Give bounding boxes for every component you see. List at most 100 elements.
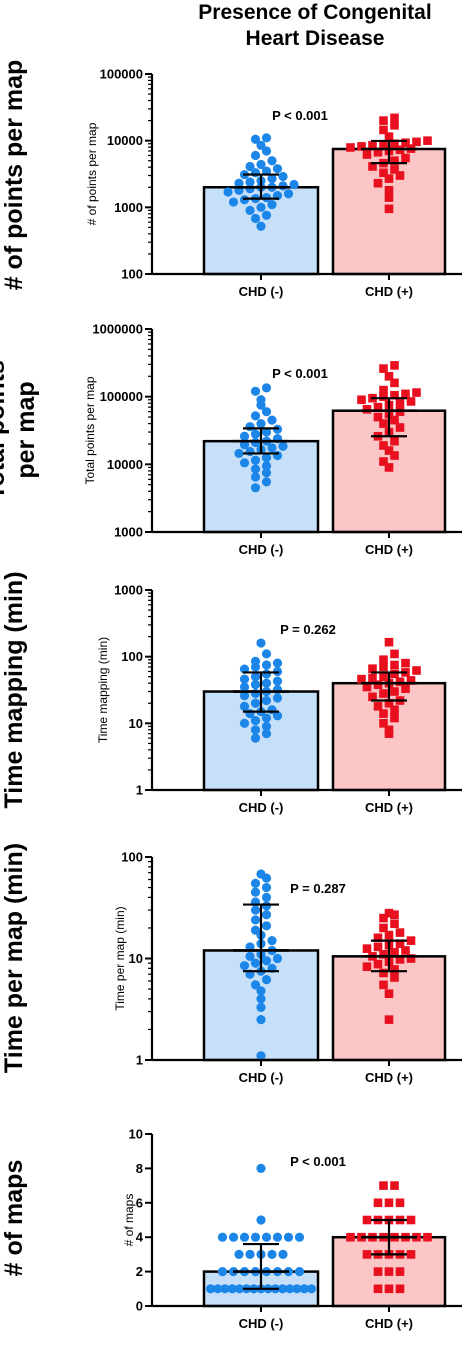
data-point-chd-neg	[250, 680, 261, 690]
data-point-chd-neg	[239, 718, 250, 728]
data-point-chd-pos	[423, 136, 432, 145]
data-point-chd-pos	[390, 910, 399, 920]
data-point-chd-neg	[250, 662, 261, 672]
y-tick-label: 100	[121, 649, 143, 664]
data-point-chd-neg	[213, 1284, 223, 1294]
data-point-chd-neg	[227, 1284, 237, 1294]
data-point-chd-pos	[362, 1250, 372, 1259]
data-point-chd-pos	[406, 1250, 416, 1259]
data-point-chd-pos	[384, 729, 394, 738]
data-point-chd-neg	[250, 958, 261, 968]
row-label: # of points per map	[0, 60, 28, 291]
data-point-chd-neg	[294, 1267, 305, 1277]
data-point-chd-pos	[390, 705, 399, 715]
data-point-chd-pos	[373, 178, 383, 188]
data-point-chd-neg	[272, 685, 283, 695]
data-point-chd-neg	[261, 453, 272, 463]
x-tick-label: CHD (-)	[239, 1070, 284, 1085]
data-point-chd-neg	[272, 676, 283, 686]
error-bar	[233, 1242, 289, 1290]
data-point-chd-neg	[278, 181, 288, 191]
data-point-chd-neg	[272, 693, 283, 703]
y-tick-label: 2	[136, 1264, 143, 1279]
data-point-chd-neg	[261, 146, 272, 156]
data-point-chd-neg	[261, 1232, 272, 1242]
data-point-chd-pos	[390, 669, 399, 679]
data-point-chd-pos	[401, 138, 410, 148]
data-point-chd-neg	[256, 400, 266, 410]
data-point-chd-pos	[379, 364, 388, 373]
data-point-chd-neg	[261, 210, 272, 220]
data-point-chd-neg	[250, 464, 261, 474]
y-tick-label: 6	[136, 1195, 143, 1210]
data-point-chd-pos	[373, 1198, 383, 1208]
data-point-chd-neg	[228, 197, 239, 207]
data-point-chd-neg	[245, 205, 255, 215]
data-point-chd-neg	[234, 178, 244, 188]
data-point-chd-neg	[272, 1232, 283, 1242]
data-point-chd-pos	[390, 156, 399, 166]
data-point-chd-pos	[390, 687, 399, 696]
data-point-chd-pos	[373, 1267, 383, 1276]
data-point-chd-pos	[390, 121, 399, 130]
data-point-chd-pos	[379, 140, 388, 149]
data-point-chd-pos	[395, 398, 405, 408]
data-point-chd-neg	[272, 711, 283, 721]
data-point-chd-neg	[261, 133, 272, 143]
data-point-chd-neg	[250, 698, 261, 708]
data-point-chd-pos	[390, 973, 399, 982]
data-point-chd-neg	[256, 1163, 266, 1173]
data-point-chd-neg	[250, 878, 261, 888]
data-point-chd-pos	[390, 649, 399, 659]
panel-5: # of maps # of maps 0 2 4 6 8 10 CHD (-) CHD (+) P…	[0, 1127, 462, 1331]
data-point-chd-neg	[261, 873, 272, 883]
y-tick-label: 0	[136, 1299, 143, 1314]
data-point-chd-neg	[250, 725, 261, 735]
data-point-chd-neg	[250, 455, 261, 465]
data-point-chd-pos	[379, 655, 388, 665]
data-point-chd-neg	[261, 678, 272, 688]
data-point-chd-pos	[390, 415, 399, 425]
y-axis-label: # of points per map	[85, 122, 99, 225]
data-point-chd-pos	[395, 1267, 405, 1276]
data-point-chd-neg	[250, 887, 261, 897]
data-point-chd-pos	[384, 908, 394, 918]
data-point-chd-neg	[261, 956, 272, 966]
data-point-chd-neg	[239, 458, 250, 468]
data-point-chd-pos	[384, 204, 394, 214]
data-point-chd-pos	[406, 936, 416, 945]
data-point-chd-pos	[406, 954, 416, 963]
error-bar	[361, 1218, 417, 1256]
data-point-chd-neg	[261, 383, 272, 393]
y-axis-label: Total points per map	[83, 376, 97, 484]
data-point-chd-pos	[362, 405, 372, 414]
y-tick-label: 1	[136, 1053, 143, 1068]
data-point-chd-pos	[384, 371, 394, 381]
data-point-chd-pos	[373, 402, 383, 412]
data-point-chd-pos	[384, 930, 394, 940]
x-tick-label: CHD (-)	[239, 542, 284, 557]
data-point-chd-pos	[379, 441, 388, 450]
data-point-chd-neg	[256, 1015, 266, 1025]
data-point-chd-neg	[223, 187, 233, 197]
data-point-chd-pos	[357, 395, 366, 405]
data-point-chd-neg	[267, 173, 277, 184]
data-point-chd-pos	[390, 113, 399, 123]
data-point-chd-pos	[373, 942, 383, 952]
data-point-chd-pos	[346, 143, 355, 152]
y-tick-label: 10000	[107, 133, 143, 148]
data-point-chd-pos	[395, 171, 405, 180]
data-point-chd-neg	[250, 386, 261, 396]
data-point-chd-neg	[239, 961, 250, 971]
data-point-chd-neg	[272, 164, 283, 174]
data-point-chd-neg	[217, 1232, 228, 1242]
y-tick-label: 1000	[114, 583, 143, 598]
data-point-chd-neg	[256, 1002, 266, 1012]
data-point-chd-neg	[272, 658, 283, 668]
data-point-chd-neg	[256, 994, 266, 1004]
data-point-chd-neg	[206, 1284, 216, 1294]
y-tick-label: 100	[121, 850, 143, 865]
data-point-chd-pos	[395, 423, 405, 432]
data-point-chd-pos	[412, 388, 421, 397]
x-tick-label: CHD (-)	[239, 800, 284, 815]
